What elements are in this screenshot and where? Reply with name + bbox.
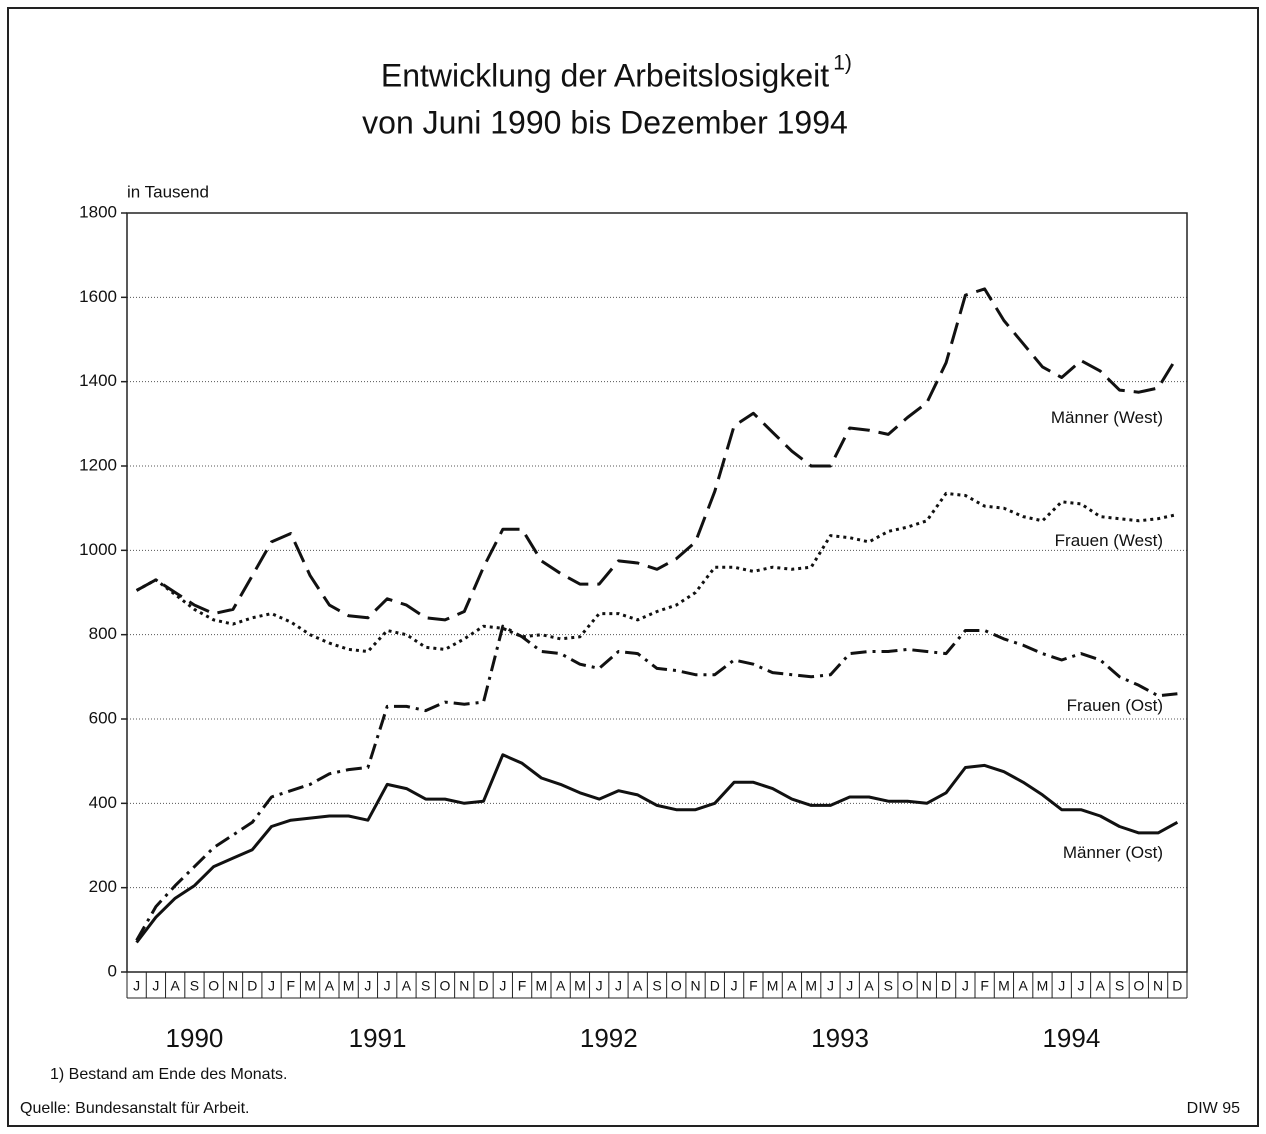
plot-area	[126, 212, 1188, 973]
line-series	[135, 491, 1178, 653]
x-tick-label: M	[343, 978, 355, 994]
x-tick-label: J	[846, 978, 853, 994]
x-tick-label: J	[596, 978, 603, 994]
x-tick-label: D	[478, 978, 488, 994]
x-tick-label: S	[652, 978, 661, 994]
year-label: 1994	[1042, 1023, 1100, 1053]
x-tick-label: J	[615, 978, 622, 994]
line-series	[135, 624, 1178, 942]
y-tick-label: 1600	[79, 287, 117, 306]
x-tick-label: D	[1172, 978, 1182, 994]
y-tick-label: 1400	[79, 371, 117, 390]
series-label: Frauen (West)	[1055, 531, 1163, 550]
y-tick-label: 200	[89, 877, 117, 896]
x-tick-label: A	[556, 978, 566, 994]
x-tick-label: A	[402, 978, 412, 994]
x-tick-label: J	[1078, 978, 1085, 994]
y-tick-label: 400	[89, 793, 117, 812]
x-tick-label: A	[171, 978, 181, 994]
year-label: 1991	[349, 1023, 407, 1053]
x-tick-label: A	[325, 978, 335, 994]
line-series	[135, 287, 1179, 622]
y-tick-label: 1000	[79, 540, 117, 559]
x-tick-label: M	[767, 978, 779, 994]
x-tick-label: O	[902, 978, 913, 994]
x-tick-label: J	[1058, 978, 1065, 994]
year-label: 1993	[811, 1023, 869, 1053]
line-series	[135, 753, 1179, 944]
x-tick-label: M	[998, 978, 1010, 994]
frame	[7, 7, 1259, 1127]
y-axis-label: in Tausend	[127, 182, 209, 201]
x-tick-label: A	[787, 978, 797, 994]
x-tick-label: S	[1115, 978, 1124, 994]
year-label: 1990	[166, 1023, 224, 1053]
x-tick-label: O	[671, 978, 682, 994]
x-tick-label: M	[805, 978, 817, 994]
x-tick-label: M	[574, 978, 586, 994]
x-tick-label: S	[884, 978, 893, 994]
source: Quelle: Bundesanstalt für Arbeit.	[20, 1100, 249, 1117]
x-tick-label: D	[710, 978, 720, 994]
x-tick-label: J	[499, 978, 506, 994]
x-tick-label: F	[980, 978, 989, 994]
x-tick-label: A	[633, 978, 643, 994]
x-tick-label: J	[827, 978, 834, 994]
x-tick-label: N	[228, 978, 238, 994]
x-tick-label: N	[690, 978, 700, 994]
footnote: 1) Bestand am Ende des Monats.	[50, 1066, 287, 1083]
y-tick-label: 800	[89, 624, 117, 643]
x-tick-label: O	[1133, 978, 1144, 994]
x-tick-label: M	[536, 978, 548, 994]
y-tick-label: 1200	[79, 455, 117, 474]
credit: DIW 95	[1187, 1100, 1240, 1117]
x-tick-label: D	[247, 978, 257, 994]
x-tick-label: N	[459, 978, 469, 994]
x-tick-label: M	[304, 978, 316, 994]
chart-title: Entwicklung der Arbeitslosigkeit	[381, 57, 829, 93]
x-tick-label: J	[384, 978, 391, 994]
x-tick-label: N	[1153, 978, 1163, 994]
x-tick-label: A	[864, 978, 874, 994]
x-tick-label: F	[287, 978, 296, 994]
x-tick-label: J	[133, 978, 140, 994]
x-tick-label: S	[190, 978, 199, 994]
series-label: Frauen (Ost)	[1067, 696, 1163, 715]
x-tick-label: J	[364, 978, 371, 994]
title-footnote-mark: 1)	[833, 52, 852, 75]
x-tick-label: N	[922, 978, 932, 994]
x-tick-label: D	[941, 978, 951, 994]
x-tick-label: F	[518, 978, 527, 994]
year-label: 1992	[580, 1023, 638, 1053]
x-tick-label: A	[1096, 978, 1106, 994]
y-tick-label: 600	[89, 708, 117, 727]
y-tick-label: 0	[108, 961, 117, 980]
x-tick-label: J	[268, 978, 275, 994]
x-tick-label: S	[421, 978, 430, 994]
x-tick-label: A	[1019, 978, 1029, 994]
x-tick-label: J	[152, 978, 159, 994]
y-tick-label: 1800	[79, 202, 117, 221]
series-label: Männer (Ost)	[1063, 843, 1163, 862]
x-tick-label: J	[731, 978, 738, 994]
x-tick-label: F	[749, 978, 758, 994]
series-label: Männer (West)	[1051, 408, 1163, 427]
chart-subtitle: von Juni 1990 bis Dezember 1994	[362, 104, 848, 140]
x-tick-label: J	[962, 978, 969, 994]
x-tick-label: M	[1037, 978, 1049, 994]
x-tick-label: O	[440, 978, 451, 994]
x-tick-label: O	[208, 978, 219, 994]
